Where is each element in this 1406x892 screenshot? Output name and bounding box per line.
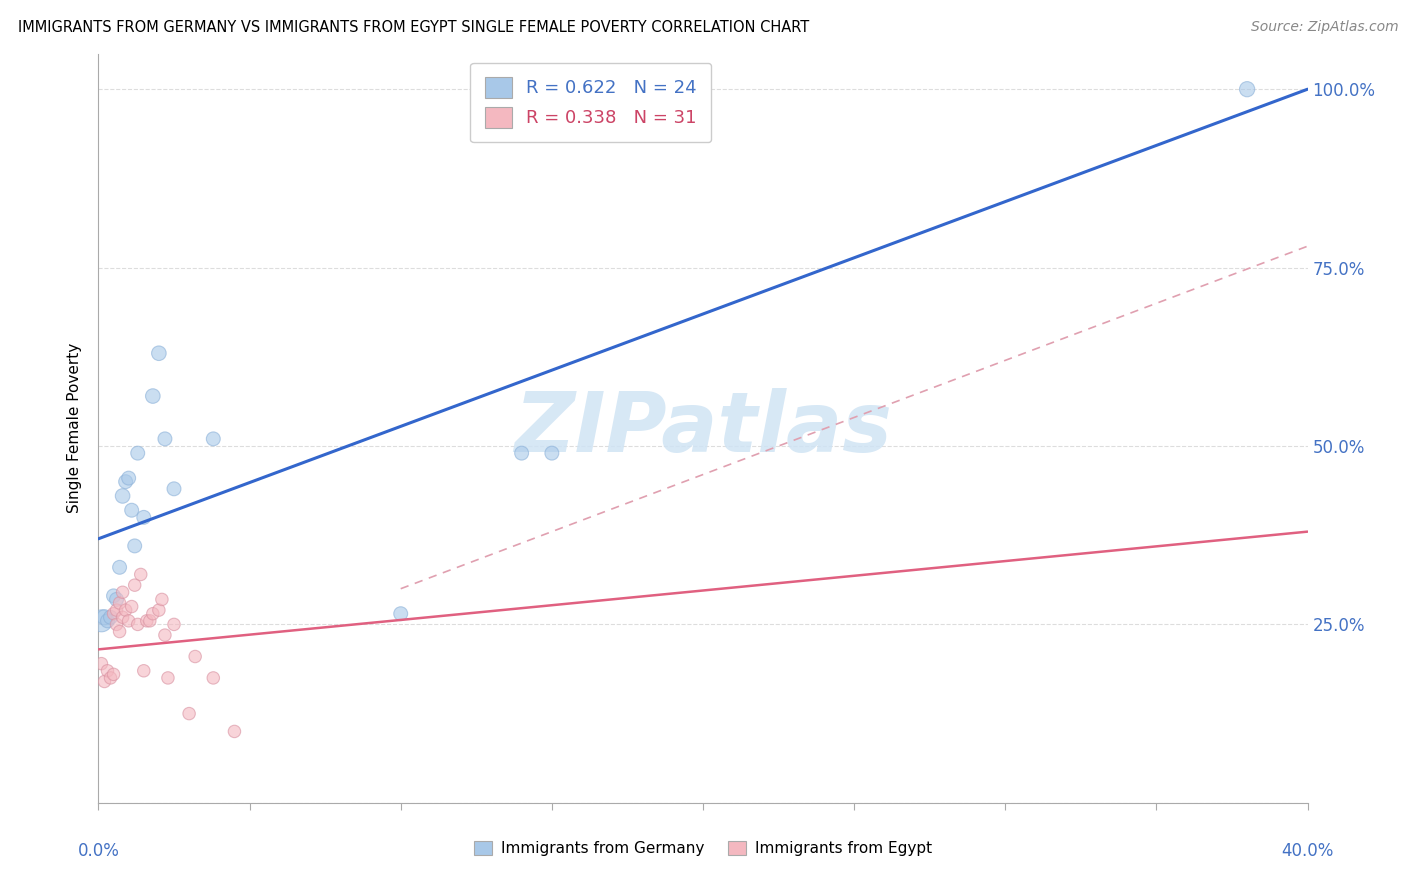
Point bbox=[103, 589, 125, 603]
Point bbox=[118, 471, 141, 485]
Point bbox=[90, 614, 112, 628]
Text: 40.0%: 40.0% bbox=[1281, 842, 1334, 860]
Point bbox=[510, 446, 533, 460]
Point bbox=[163, 617, 186, 632]
Point bbox=[150, 592, 173, 607]
Point bbox=[121, 503, 143, 517]
Point bbox=[111, 585, 134, 599]
Point bbox=[108, 560, 131, 574]
Point bbox=[118, 614, 141, 628]
Text: ZIPatlas: ZIPatlas bbox=[515, 388, 891, 468]
Point bbox=[124, 578, 146, 592]
Point bbox=[127, 446, 149, 460]
Point bbox=[96, 664, 118, 678]
Point bbox=[114, 603, 136, 617]
Point bbox=[100, 610, 122, 624]
Point bbox=[1236, 82, 1258, 96]
Point bbox=[121, 599, 143, 614]
Text: Source: ZipAtlas.com: Source: ZipAtlas.com bbox=[1251, 20, 1399, 34]
Point bbox=[111, 489, 134, 503]
Point bbox=[148, 603, 170, 617]
Point bbox=[153, 628, 176, 642]
Point bbox=[108, 624, 131, 639]
Point bbox=[127, 617, 149, 632]
Point bbox=[105, 592, 128, 607]
Point bbox=[142, 607, 165, 621]
Point bbox=[135, 614, 157, 628]
Point bbox=[156, 671, 179, 685]
Point bbox=[105, 617, 128, 632]
Point bbox=[132, 510, 155, 524]
Point bbox=[129, 567, 152, 582]
Point bbox=[90, 657, 112, 671]
Point bbox=[389, 607, 412, 621]
Point bbox=[142, 389, 165, 403]
Point bbox=[111, 610, 134, 624]
Point bbox=[148, 346, 170, 360]
Point bbox=[184, 649, 207, 664]
Point bbox=[202, 432, 225, 446]
Point bbox=[179, 706, 201, 721]
Point bbox=[132, 664, 155, 678]
Point bbox=[540, 446, 562, 460]
Point bbox=[124, 539, 146, 553]
Point bbox=[224, 724, 246, 739]
Y-axis label: Single Female Poverty: Single Female Poverty bbox=[67, 343, 83, 513]
Point bbox=[202, 671, 225, 685]
Point bbox=[93, 674, 115, 689]
Text: IMMIGRANTS FROM GERMANY VS IMMIGRANTS FROM EGYPT SINGLE FEMALE POVERTY CORRELATI: IMMIGRANTS FROM GERMANY VS IMMIGRANTS FR… bbox=[18, 20, 810, 35]
Point bbox=[96, 614, 118, 628]
Legend: Immigrants from Germany, Immigrants from Egypt: Immigrants from Germany, Immigrants from… bbox=[468, 835, 938, 863]
Point bbox=[153, 432, 176, 446]
Point bbox=[139, 614, 162, 628]
Text: 0.0%: 0.0% bbox=[77, 842, 120, 860]
Point bbox=[100, 671, 122, 685]
Point bbox=[93, 610, 115, 624]
Point bbox=[105, 603, 128, 617]
Point bbox=[103, 607, 125, 621]
Point bbox=[163, 482, 186, 496]
Point bbox=[114, 475, 136, 489]
Point bbox=[103, 667, 125, 681]
Point bbox=[108, 596, 131, 610]
